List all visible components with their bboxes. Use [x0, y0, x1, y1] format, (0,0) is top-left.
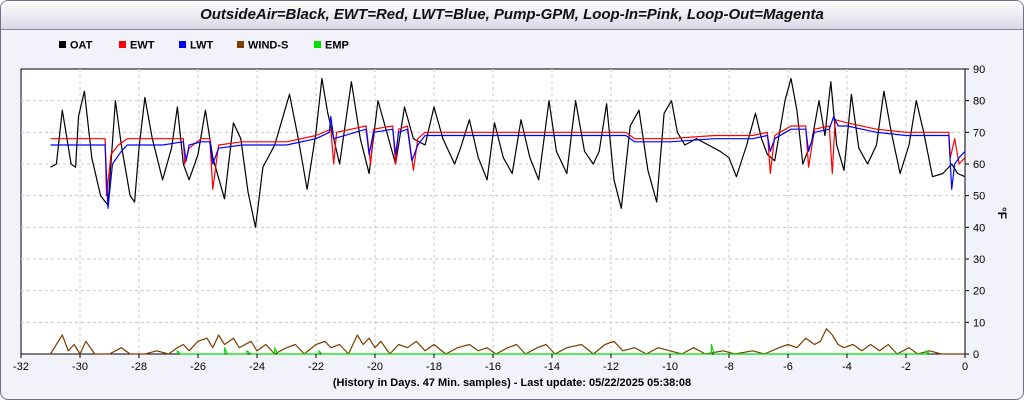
y-tick-label: 70 [973, 127, 985, 139]
legend-item-emp: EMP [314, 40, 349, 52]
x-axis-label: (History in Days. 47 Min. samples) - Las… [332, 377, 692, 389]
legend-label: LWT [190, 40, 213, 52]
legend-swatch [59, 41, 66, 48]
series-layer [49, 77, 966, 355]
x-tick-label: -12 [603, 361, 619, 373]
legend-item-wind-s: WIND-S [237, 40, 288, 52]
y-tick-label: 90 [973, 64, 985, 76]
x-tick-label: -18 [426, 361, 442, 373]
x-tick-label: -14 [544, 361, 560, 373]
legend-label: OAT [70, 40, 93, 52]
y-tick-label: 50 [973, 191, 985, 203]
x-tick-label: -26 [190, 361, 206, 373]
y-tick-label: 60 [973, 159, 985, 171]
x-tick-label: -20 [367, 361, 383, 373]
y-axis-label: °F [995, 207, 1009, 219]
series-line-oat [50, 77, 966, 228]
x-tick-label: -28 [131, 361, 147, 373]
y-tick-label: 40 [973, 222, 985, 234]
x-tick-label: -2 [901, 361, 911, 373]
x-tick-label: -4 [842, 361, 852, 373]
legend-item-ewt: EWT [119, 40, 155, 52]
legend-item-lwt: LWT [179, 40, 213, 52]
y-tick-label: 20 [973, 286, 985, 298]
legend-swatch [179, 41, 186, 48]
series-line-wind-s [49, 328, 965, 355]
series-line-emp [176, 343, 931, 355]
legend: OAT EWT LWT WIND-S EMP [59, 40, 349, 52]
legend-label: EMP [325, 40, 349, 52]
x-tick-label: 0 [962, 361, 968, 373]
x-tick-label: -6 [783, 361, 793, 373]
x-tick-label: -24 [249, 361, 265, 373]
y-tick-label: 80 [973, 96, 985, 108]
y-tick-label: 10 [973, 317, 985, 329]
chart-title: OutsideAir=Black, EWT=Red, LWT=Blue, Pum… [1, 1, 1023, 30]
y-axis-ticks: 0 10 20 30 40 50 60 70 80 90 [965, 64, 985, 361]
x-tick-label: -8 [724, 361, 734, 373]
legend-label: WIND-S [248, 40, 288, 52]
x-tick-label: -30 [72, 361, 88, 373]
y-tick-label: 30 [973, 254, 985, 266]
legend-label: EWT [130, 40, 155, 52]
grid-lines [21, 69, 965, 354]
series-line-lwt [50, 115, 966, 209]
x-tick-label: -22 [308, 361, 324, 373]
y-tick-label: 0 [973, 349, 979, 361]
x-tick-label: -32 [13, 361, 29, 373]
x-tick-label: -16 [485, 361, 501, 373]
x-axis-ticks: -32 -30 -28 -26 -24 -22 -20 -18 -16 -14 -12 -10 -8 -6… [13, 354, 968, 373]
legend-swatch [237, 41, 244, 48]
legend-item-oat: OAT [59, 40, 93, 52]
legend-swatch [119, 41, 126, 48]
x-tick-label: -10 [662, 361, 678, 373]
legend-swatch [314, 41, 321, 48]
